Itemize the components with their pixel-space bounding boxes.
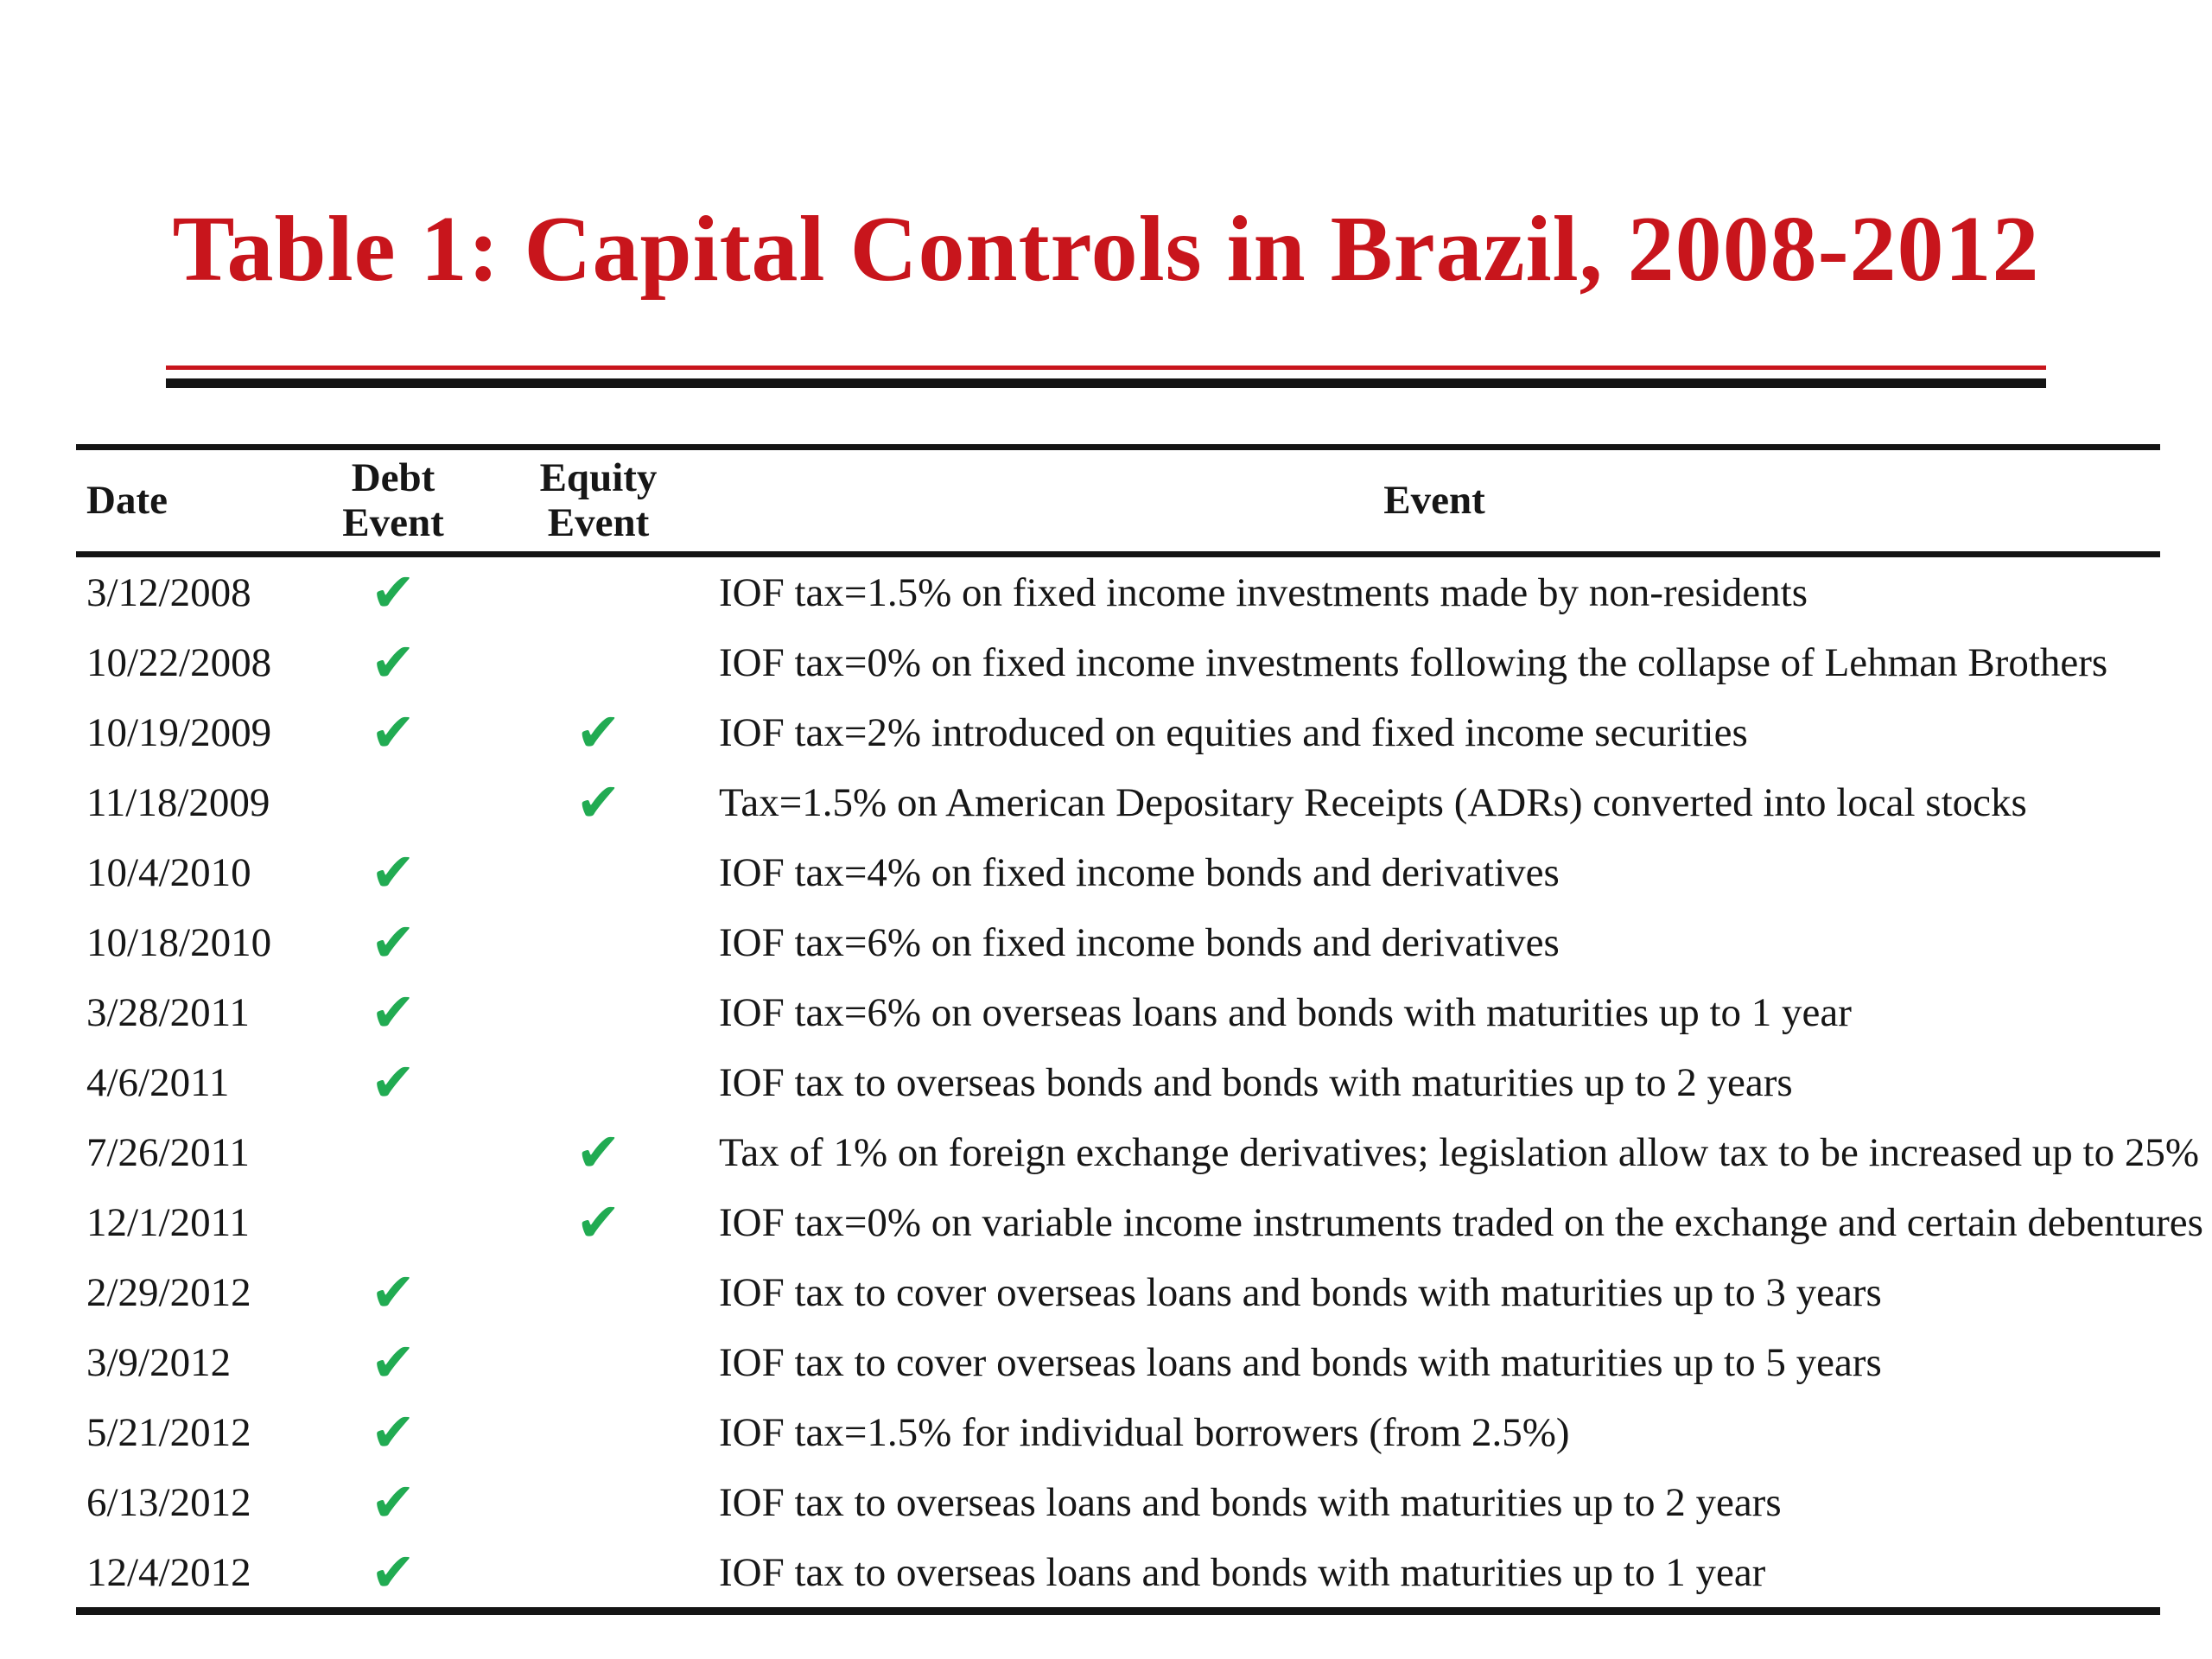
page-title: Table 1: Capital Controls in Brazil, 200… — [172, 198, 2040, 301]
check-icon: ✔ — [371, 1260, 416, 1324]
debt-event-cell: ✔ — [298, 1260, 488, 1324]
check-icon: ✔ — [371, 1470, 416, 1534]
event-description-cell: IOF tax to cover overseas loans and bond… — [719, 1269, 1882, 1315]
table-row: 6/13/2012 ✔ IOF tax to overseas loans and … — [76, 1467, 2160, 1537]
debt-event-cell: ✔ — [298, 630, 488, 694]
check-icon: ✔ — [371, 980, 416, 1044]
table-row: 3/12/2008 ✔ IOF tax=1.5% on fixed income i… — [76, 557, 2160, 627]
check-icon: ✔ — [371, 560, 416, 624]
date-cell: 3/28/2011 — [86, 989, 250, 1035]
table-row: 12/1/2011 ✔ IOF tax=0% on variable income … — [76, 1187, 2203, 1257]
table-row: 12/4/2012 ✔ IOF tax to overseas loans and … — [76, 1537, 2160, 1607]
table-row: 10/22/2008 ✔ IOF tax=0% on fixed income in… — [76, 627, 2160, 697]
table-row: 2/29/2012 ✔ IOF tax to cover overseas loan… — [76, 1257, 2160, 1327]
check-icon: ✔ — [371, 910, 416, 974]
event-description-cell: IOF tax to overseas loans and bonds with… — [719, 1549, 1766, 1595]
debt-event-cell: ✔ — [298, 840, 488, 904]
date-cell: 10/19/2009 — [86, 709, 272, 755]
check-icon: ✔ — [575, 1120, 621, 1184]
date-cell: 10/18/2010 — [86, 919, 272, 965]
event-description-cell: IOF tax=0% on variable income instrument… — [719, 1199, 2203, 1245]
table-row: 4/6/2011 ✔ IOF tax to overseas bonds and b… — [76, 1047, 2160, 1117]
column-header-date: Date — [86, 477, 168, 523]
table-header-row: Date Debt Event Equity Event Event — [76, 444, 2160, 557]
date-cell: 5/21/2012 — [86, 1409, 251, 1455]
event-description-cell: IOF tax=6% on overseas loans and bonds w… — [719, 989, 1852, 1035]
date-cell: 12/4/2012 — [86, 1549, 251, 1595]
debt-event-cell: ✔ — [298, 1050, 488, 1114]
event-description-cell: IOF tax to cover overseas loans and bond… — [719, 1339, 1882, 1385]
date-cell: 12/1/2011 — [86, 1199, 250, 1245]
equity-event-cell: ✔ — [488, 770, 709, 834]
debt-event-cell: ✔ — [298, 560, 488, 624]
check-icon: ✔ — [371, 840, 416, 904]
column-header-debt-event: Debt Event — [342, 454, 444, 545]
capital-controls-table: Date Debt Event Equity Event Event 3/12/… — [76, 444, 2203, 1615]
check-icon: ✔ — [371, 1400, 416, 1464]
table-row: 3/28/2011 ✔ IOF tax=6% on overseas loans a… — [76, 977, 2160, 1047]
event-description-cell: Tax=1.5% on American Depositary Receipts… — [719, 779, 2027, 825]
table-row: 10/19/2009 ✔ ✔ IOF tax=2% introduced on equ… — [76, 697, 2160, 767]
table-row: 7/26/2011 ✔ Tax of 1% on foreign exchange … — [76, 1117, 2199, 1187]
date-cell: 3/9/2012 — [86, 1339, 232, 1385]
column-header-event: Event — [1383, 477, 1485, 523]
debt-event-cell: ✔ — [298, 700, 488, 764]
date-cell: 3/12/2008 — [86, 569, 251, 615]
table-row: 3/9/2012 ✔ IOF tax to cover overseas loans… — [76, 1327, 2160, 1397]
column-header-equity-event: Equity Event — [539, 454, 658, 545]
debt-event-cell: ✔ — [298, 1540, 488, 1604]
debt-event-cell: ✔ — [298, 980, 488, 1044]
event-description-cell: IOF tax to overseas bonds and bonds with… — [719, 1059, 1793, 1105]
event-description-cell: IOF tax to overseas loans and bonds with… — [719, 1479, 1782, 1525]
table-row: 10/4/2010 ✔ IOF tax=4% on fixed income bon… — [76, 837, 2160, 907]
check-icon: ✔ — [371, 1330, 416, 1394]
date-cell: 10/4/2010 — [86, 849, 251, 895]
debt-event-cell: ✔ — [298, 1470, 488, 1534]
date-cell: 10/22/2008 — [86, 639, 272, 685]
event-description-cell: IOF tax=1.5% for individual borrowers (f… — [719, 1409, 1570, 1455]
title-underline — [166, 365, 2046, 388]
equity-event-cell: ✔ — [488, 1190, 709, 1254]
title-underline-red-rule — [166, 365, 2046, 370]
event-description-cell: IOF tax=1.5% on fixed income investments… — [719, 569, 1808, 615]
date-cell: 4/6/2011 — [86, 1059, 230, 1105]
title-underline-black-rule — [166, 378, 2046, 388]
event-description-cell: IOF tax=4% on fixed income bonds and der… — [719, 849, 1560, 895]
debt-event-cell: ✔ — [298, 1400, 488, 1464]
check-icon: ✔ — [371, 700, 416, 764]
debt-event-cell: ✔ — [298, 910, 488, 974]
table-row: 10/18/2010 ✔ IOF tax=6% on fixed income bo… — [76, 907, 2160, 977]
table-row: 11/18/2009 ✔ Tax=1.5% on American Deposita… — [76, 767, 2160, 837]
event-description-cell: Tax of 1% on foreign exchange derivative… — [719, 1129, 2199, 1175]
event-description-cell: IOF tax=0% on fixed income investments f… — [719, 639, 2108, 685]
table-row: 5/21/2012 ✔ IOF tax=1.5% for individual bo… — [76, 1397, 2160, 1467]
debt-event-cell: ✔ — [298, 1330, 488, 1394]
check-icon: ✔ — [371, 1540, 416, 1604]
check-icon: ✔ — [575, 700, 621, 764]
date-cell: 2/29/2012 — [86, 1269, 251, 1315]
check-icon: ✔ — [371, 630, 416, 694]
check-icon: ✔ — [371, 1050, 416, 1114]
check-icon: ✔ — [575, 770, 621, 834]
equity-event-cell: ✔ — [488, 1120, 709, 1184]
check-icon: ✔ — [575, 1190, 621, 1254]
date-cell: 6/13/2012 — [86, 1479, 251, 1525]
table-body: 3/12/2008 ✔ IOF tax=1.5% on fixed income i… — [76, 557, 2203, 1615]
event-description-cell: IOF tax=6% on fixed income bonds and der… — [719, 919, 1560, 965]
date-cell: 7/26/2011 — [86, 1129, 250, 1175]
date-cell: 11/18/2009 — [86, 779, 270, 825]
event-description-cell: IOF tax=2% introduced on equities and fi… — [719, 709, 1748, 755]
equity-event-cell: ✔ — [488, 700, 709, 764]
